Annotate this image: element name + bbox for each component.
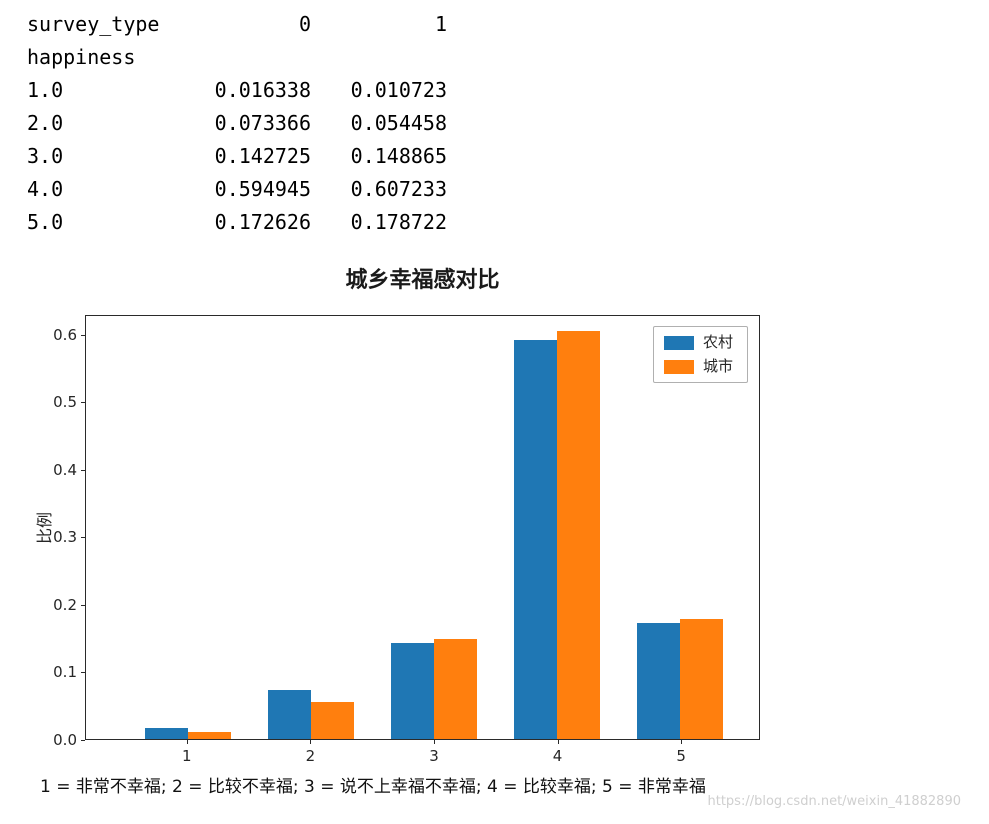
df-row: 5.0 0.172626 0.178722 [27,206,447,239]
df-cell-index: 3.0 [27,144,64,168]
df-cell-col0: 0.172626 [214,210,311,234]
bar-rural-5 [637,623,681,739]
df-row: 4.0 0.594945 0.607233 [27,173,447,206]
x-axis-caption: 1 = 非常不幸福; 2 = 比较不幸福; 3 = 说不上幸福不幸福; 4 = … [40,777,706,797]
x-tick-label: 2 [305,747,316,765]
legend-label-urban: 城市 [702,357,733,375]
bar-rural-3 [391,643,434,739]
legend: 农村 城市 [652,326,748,383]
plot-area: 农村 城市 [85,315,760,740]
y-tick-label: 0.2 [53,595,77,614]
legend-item-urban: 城市 [663,357,733,375]
x-tick-1: 1 [125,740,249,768]
x-tick-4: 4 [496,740,620,768]
x-tick-mark [557,740,559,744]
x-tick-3: 3 [372,740,496,768]
x-tick-5: 5 [619,740,743,768]
y-tick-label: 0.3 [53,528,77,547]
x-tick-mark [681,740,683,744]
df-col-header-0: 0 [298,12,311,36]
y-tick-label: 0.1 [53,663,77,682]
bar-group-1 [126,316,249,739]
df-cell-index: 4.0 [27,177,64,201]
bar-urban-4 [557,331,601,739]
df-row: 1.0 0.016338 0.010723 [27,74,447,107]
df-index-name-row: happiness [27,41,447,74]
chart-title: 城乡幸福感对比 [345,268,500,293]
y-tick-label: 0.5 [53,393,77,412]
df-index-name: happiness [27,45,136,69]
df-row: 3.0 0.142725 0.148865 [27,140,447,173]
bars-layer [86,316,759,739]
df-cell-col1: 0.607233 [350,177,447,201]
x-tick-mark [433,740,435,744]
df-cell-index: 5.0 [27,210,64,234]
x-tick-label: 5 [676,747,686,765]
bar-rural-1 [144,728,188,739]
df-cell-col0: 0.142725 [214,144,311,168]
y-tick-mark [81,469,85,471]
dataframe-output: survey_type 0 1 happiness 1.0 0.016338 0… [27,8,447,239]
bar-rural-2 [267,689,311,739]
y-tick-mark [81,604,85,606]
df-cell-col1: 0.148865 [350,144,447,168]
y-axis-ticks: 0.0 0.1 0.2 0.3 0.4 0.5 0.6 [30,315,85,747]
bar-urban-5 [680,619,724,739]
legend-swatch-rural [663,335,694,350]
legend-items: 农村 城市 [663,333,733,375]
bar-rural-4 [514,339,558,739]
y-tick-label: 0.4 [53,460,77,479]
df-cell-index: 2.0 [27,111,64,135]
y-tick-mark [81,402,85,404]
df-cell-col0: 0.073366 [214,111,311,135]
y-tick-label: 0.0 [53,730,77,749]
legend-label-rural: 农村 [702,333,733,351]
df-cell-col1: 0.178722 [350,210,447,234]
watermark-url: https://blog.csdn.net/weixin_41882890 [707,794,961,809]
y-tick-mark [81,672,85,674]
df-cell-col1: 0.054458 [350,111,447,135]
df-columns-name: survey_type [27,12,160,36]
bar-group-4 [496,316,619,739]
df-cell-col0: 0.594945 [214,177,311,201]
y-tick-label: 0.6 [53,325,77,344]
bar-urban-2 [310,702,354,739]
bar-group-2 [249,316,372,739]
x-tick-mark [186,740,188,744]
x-tick-label: 3 [429,747,439,765]
bar-group-3 [372,316,495,739]
x-tick-mark [310,740,312,744]
y-tick-mark [81,739,85,741]
bar-group-5 [619,316,742,739]
df-cell-col0: 0.016338 [214,78,311,102]
df-row: 2.0 0.073366 0.054458 [27,107,447,140]
df-header-row: survey_type 0 1 [27,8,447,41]
x-tick-label: 4 [552,747,563,765]
legend-item-rural: 农村 [663,333,733,351]
x-axis-ticks: 1 2 3 4 5 [85,740,760,768]
bar-urban-1 [187,731,231,739]
x-tick-2: 2 [249,740,373,768]
df-col-header-1: 1 [434,12,447,36]
df-cell-index: 1.0 [27,78,64,102]
x-tick-label: 1 [182,747,192,765]
bar-urban-3 [434,639,477,739]
df-cell-col1: 0.010723 [350,78,447,102]
y-tick-mark [81,537,85,539]
y-tick-mark [81,334,85,336]
legend-swatch-urban [663,359,694,374]
